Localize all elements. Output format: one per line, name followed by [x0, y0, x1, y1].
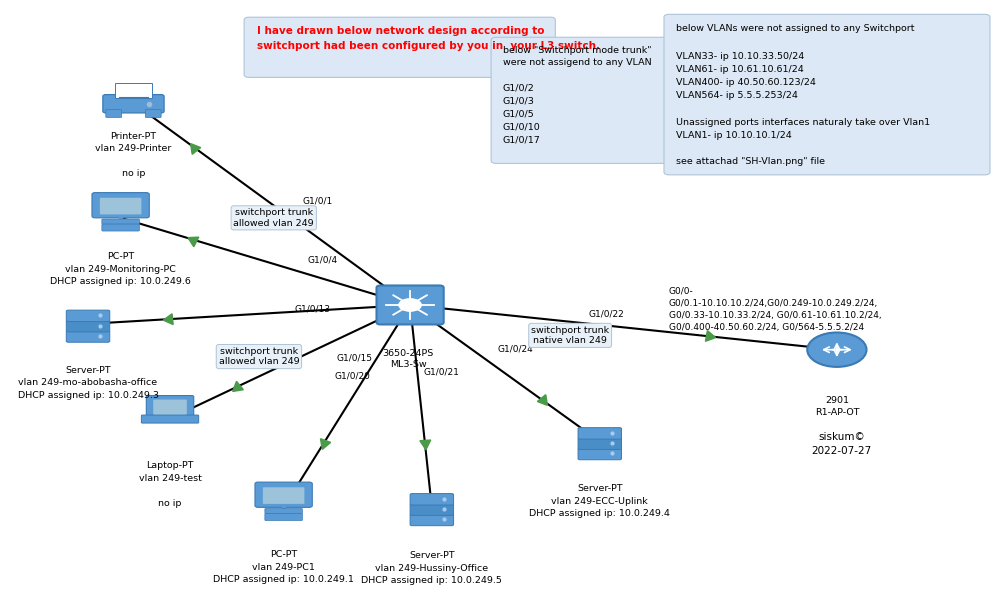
Text: Server-PT
vlan 249-ECC-Uplink
DHCP assigned ip: 10.0.249.4: Server-PT vlan 249-ECC-Uplink DHCP assig…	[529, 484, 670, 519]
FancyBboxPatch shape	[146, 395, 194, 417]
FancyBboxPatch shape	[102, 224, 140, 231]
FancyBboxPatch shape	[578, 428, 621, 439]
FancyBboxPatch shape	[578, 438, 621, 450]
FancyBboxPatch shape	[664, 14, 990, 175]
FancyBboxPatch shape	[265, 514, 303, 520]
Text: switchport trunk
allowed vlan 249: switchport trunk allowed vlan 249	[219, 347, 300, 366]
FancyBboxPatch shape	[115, 83, 152, 98]
Text: Server-PT
vlan 249-mo-abobasha-office
DHCP assigned ip: 10.0.249.3: Server-PT vlan 249-mo-abobasha-office DH…	[18, 366, 159, 400]
FancyBboxPatch shape	[102, 219, 140, 224]
Text: Laptop-PT
vlan 249-test

no ip: Laptop-PT vlan 249-test no ip	[139, 461, 202, 508]
Text: G1/0/2
G1/0/3
G1/0/5
G1/0/10
G1/0/17: G1/0/2 G1/0/3 G1/0/5 G1/0/10 G1/0/17	[502, 83, 540, 145]
Text: switchport trunk
native vlan 249: switchport trunk native vlan 249	[531, 326, 609, 345]
Text: G1/0/13: G1/0/13	[295, 304, 331, 313]
Text: PC-PT
vlan 249-Monitoring-PC
DHCP assigned ip: 10.0.249.6: PC-PT vlan 249-Monitoring-PC DHCP assign…	[50, 253, 191, 286]
Text: G1/0/21: G1/0/21	[424, 367, 460, 376]
FancyBboxPatch shape	[66, 331, 110, 342]
Text: G1/0/22: G1/0/22	[588, 309, 624, 318]
Text: PC-PT
vlan 249-PC1
DHCP assigned ip: 10.0.249.1: PC-PT vlan 249-PC1 DHCP assigned ip: 10.…	[213, 550, 354, 584]
Text: G1/0/24: G1/0/24	[498, 345, 533, 354]
Text: 2901
R1-AP-OT: 2901 R1-AP-OT	[814, 395, 859, 417]
FancyBboxPatch shape	[66, 310, 110, 322]
Text: G1/0/15: G1/0/15	[337, 354, 373, 363]
Text: Printer-PT
vlan 249-Printer

no ip: Printer-PT vlan 249-Printer no ip	[95, 132, 172, 178]
Text: VLAN33- ip 10.10.33.50/24
VLAN61- ip 10.61.10.61/24
VLAN400- ip 40.50.60.123/24
: VLAN33- ip 10.10.33.50/24 VLAN61- ip 10.…	[676, 51, 930, 166]
Text: Server-PT
vlan 249-Hussiny-Office
DHCP assigned ip: 10.0.249.5: Server-PT vlan 249-Hussiny-Office DHCP a…	[362, 552, 502, 585]
Text: siskum©
2022-07-27: siskum© 2022-07-27	[812, 432, 872, 456]
Text: I have drawn below network design according to
switchport had been configured by: I have drawn below network design accord…	[257, 26, 600, 51]
FancyBboxPatch shape	[145, 110, 161, 117]
Text: G1/0/20: G1/0/20	[335, 372, 371, 381]
Text: G0/0-
G0/0.1-10.10.10.2/24,G0/0.249-10.0.249.2/24,
G0/0.33-10.10.33.2/24, G0/0.6: G0/0- G0/0.1-10.10.10.2/24,G0/0.249-10.0…	[669, 287, 881, 332]
FancyBboxPatch shape	[92, 192, 149, 218]
FancyBboxPatch shape	[492, 37, 693, 163]
Circle shape	[399, 298, 422, 312]
Text: 3650-24PS
ML3-Sw: 3650-24PS ML3-Sw	[383, 349, 434, 369]
Text: below "Switchport mode trunk"
were not assigend to any VLAN: below "Switchport mode trunk" were not a…	[502, 46, 651, 67]
FancyBboxPatch shape	[103, 94, 164, 113]
Text: below VLANs were not assigned to any Switchport: below VLANs were not assigned to any Swi…	[676, 24, 914, 33]
FancyBboxPatch shape	[265, 509, 303, 514]
FancyBboxPatch shape	[244, 17, 555, 77]
FancyBboxPatch shape	[142, 415, 199, 423]
FancyBboxPatch shape	[377, 286, 444, 325]
FancyBboxPatch shape	[411, 514, 454, 526]
FancyBboxPatch shape	[255, 482, 313, 507]
FancyBboxPatch shape	[106, 110, 122, 117]
FancyBboxPatch shape	[100, 198, 142, 214]
FancyBboxPatch shape	[263, 487, 305, 504]
FancyBboxPatch shape	[411, 494, 454, 505]
Text: G1/0/4: G1/0/4	[308, 255, 338, 264]
FancyBboxPatch shape	[66, 320, 110, 332]
FancyBboxPatch shape	[578, 448, 621, 460]
FancyBboxPatch shape	[411, 504, 454, 515]
Text: switchport trunk
allowed vlan 249: switchport trunk allowed vlan 249	[234, 208, 314, 228]
FancyBboxPatch shape	[153, 399, 187, 414]
Circle shape	[807, 333, 866, 367]
Text: G1/0/1: G1/0/1	[302, 196, 333, 206]
